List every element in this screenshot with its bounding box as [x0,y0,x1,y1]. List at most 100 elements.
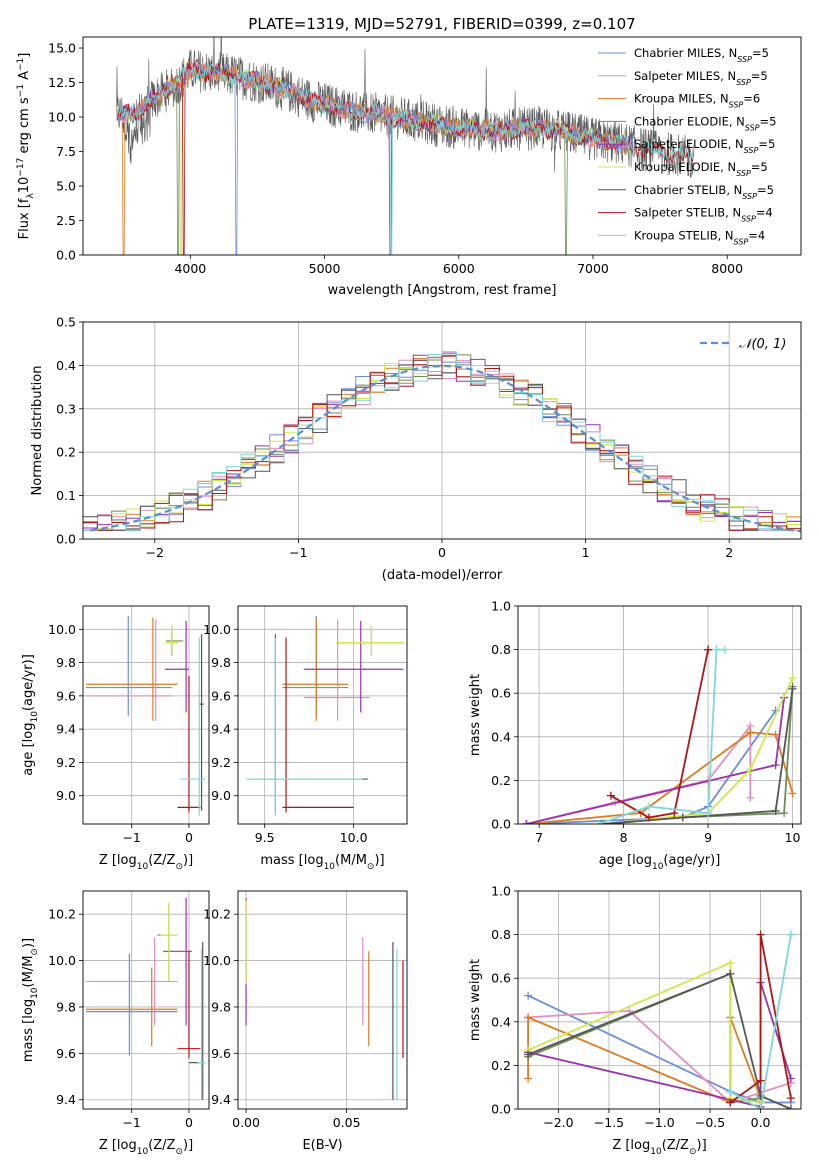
mass-vs-z-xlabel: Z [log [99,1138,137,1153]
weight-vs-age-ytick-label: 0.2 [491,773,511,788]
mass-vs-z-point-kroupa_elodie [160,902,178,982]
weight-vs-z-ytick-label: 0.0 [491,1102,511,1117]
spectrum-legend: Chabrier MILES, NSSP=5 Salpeter MILES, NS… [598,46,776,246]
age-vs-z-frame [82,605,210,825]
mass-vs-z-point-salpeter_stelib [177,951,201,1058]
weight-vs-age-ytick-label: 1.0 [491,599,511,614]
weight-vs-age-marker-salpeter_stelib [606,791,615,800]
weight-vs-z-marker-kroupa_stelib [726,1087,735,1096]
spectrum-line-kroupa_stelib [116,63,694,255]
mass-vs-z-points [85,897,205,1100]
weight-vs-age-xlabel: age [log [599,853,652,868]
spectrum-line-chabrier_elodie [116,62,634,255]
weight-vs-z-line-kroupa_stelib [729,934,792,1109]
weight-vs-z-ylabel: mass weight [468,959,483,1041]
weight-vs-z-marker-kroupa_stelib [786,930,795,939]
mass-vs-z-point-chabrier_miles [85,953,178,1056]
weight-vs-z-marker-kroupa_miles [524,1074,533,1083]
weight-vs-age-marker-kroupa_elodie [788,673,797,682]
weight-vs-z-line-chabrier_elodie [527,972,761,1104]
age-vs-z-points [85,615,205,816]
mass-vs-z-ytick-label: 9.4 [56,1092,76,1107]
weight-vs-age-marker-kroupa_stelib [712,645,721,654]
spectrum-ylabel-exp: −17 [16,158,26,177]
age-vs-mass-ytick-label: 9.2 [211,755,231,770]
age-vs-z-ytick-label: 9.2 [56,755,76,770]
weight-vs-age-xlabel: age [log10(age/yr)] [599,853,721,872]
residuals-xtick-label: 0 [438,545,446,560]
age-vs-z-point-kroupa_miles [85,617,178,721]
weight-vs-z-line-salpeter_stelib [729,934,792,1104]
spectrum-ytick-label: 12.5 [48,75,76,90]
weight-vs-z-xtick-label: 0.0 [751,1115,771,1130]
weight-vs-age-marker-chabrier_stelib [771,806,780,815]
spectrum-ylabel-rest: 10 [17,177,32,194]
age-vs-mass-point-kroupa_elodie [335,625,404,656]
weight-vs-age-marker-chabrier_stelib [788,684,797,693]
mass-vs-ebv-ytick-label: 10.0 [203,953,231,968]
age-vs-z-xlabel: Z [log10(Z/Z⊙)] [99,853,193,872]
weight-vs-age-marker-kroupa_elodie [746,765,755,774]
weight-vs-z-xlabel-sub: 10 [650,1147,662,1157]
weight-vs-age-marker-salpeter_stelib [644,813,653,822]
mass-vs-ebv-ytick-label: 9.4 [211,1092,231,1107]
weight-vs-age-ytick-label: 0.8 [491,642,511,657]
residual-hist-kroupa_stelib [83,351,801,531]
weight-vs-z-marker-kroupa_miles [524,1013,533,1022]
weight-vs-age-ytick-label: 0.6 [491,686,511,701]
weight-vs-z-marker-chabrier_miles [524,991,533,1000]
residuals-ytick-label: 0.1 [56,488,76,503]
age-vs-mass-ytick-label: 9.6 [211,688,231,703]
weight-vs-z-marker-chabrier_stelib [786,1105,795,1109]
age-vs-mass-point-chabrier_elodie [337,625,404,656]
mass-vs-z-ytick-label: 10.2 [48,907,76,922]
panel-weight-vs-z: −2.0 −1.5 −1.0 −0.5 0.0 0.0 0.2 0.4 0.6 0.8 1.0 Z [… [468,884,802,1157]
age-vs-z-xlabel-end: )] [183,853,193,868]
spectrum-ytick-label: 5.0 [56,179,76,194]
age-vs-mass-xlabel: mass [log [260,853,323,868]
age-vs-z-point-chabrier_miles [85,615,172,716]
weight-vs-age-line-chabrier_elodie [602,686,794,824]
weight-vs-age-marker-kroupa_stelib [594,820,603,824]
gaussian-legend-label: 𝒩(0, 1) [739,337,786,352]
spectrum-lines [116,37,694,255]
mass-vs-ebv-points [245,897,404,1100]
age-vs-z-ylabel-sub: 10 [30,711,40,723]
spectrum-title: PLATE=1319, MJD=52791, FIBERID=0399, z=0… [248,15,635,33]
age-vs-mass-ytick-label: 9.4 [211,722,231,737]
spectrum-xtick-label: 7000 [577,261,609,276]
spectrum-ytick-label: 10.0 [48,110,76,125]
weight-vs-z-marker-chabrier_stelib [524,1050,533,1059]
weight-vs-age-line-salpeter_stelib [610,649,709,819]
age-vs-mass-xtick-label: 9.5 [255,830,275,845]
weight-vs-z-marker-salpeter_stelib [726,1098,735,1107]
mass-vs-z-ylabel-end: )] [21,938,36,948]
age-vs-mass-xlabel: mass [log10(M/M⊙)] [260,853,384,872]
weight-vs-age-marker-salpeter_stelib [670,809,679,818]
spectrum-xtick-label: 8000 [711,261,743,276]
mass-vs-z-xtick-label: −1 [122,1115,140,1130]
mass-vs-z-ylabel-sub2: ⊙ [30,948,40,956]
legend-label-kroupa_miles: Kroupa MILES, NSSP=6 [634,92,760,110]
weight-vs-z-ytick-label: 0.4 [491,1014,511,1029]
mass-vs-ebv-grid [238,891,407,1109]
spectrum-xlabel: wavelength [Angstrom, rest frame] [328,283,557,298]
weight-vs-age-xtick-label: 10 [785,830,801,845]
residuals-xtick-label: −2 [146,545,164,560]
weight-vs-z-ytick-label: 0.6 [491,971,511,986]
age-vs-z-ytick-label: 9.0 [56,788,76,803]
age-vs-z-ylabel-rest: (age/yr)] [21,654,36,711]
age-vs-z-point-salpeter_miles [85,619,172,721]
age-vs-z-grid [83,606,209,824]
legend-label-chabrier_miles: Chabrier MILES, NSSP=5 [634,46,769,64]
residual-hist-salpeter_stelib [83,355,801,531]
panel-age-vs-mass: 9.5 10.0 9.0 9.2 9.4 9.6 9.8 10.0 mass [log10(M/… [203,605,408,872]
weight-vs-age-marker-kroupa_miles [771,730,780,739]
mass-vs-ebv-frame [237,890,408,1110]
weight-vs-age-marker-kroupa_stelib [720,645,729,654]
legend-label-chabrier_stelib: Chabrier STELIB, NSSP=5 [634,183,774,201]
weight-vs-age-xlabel-rest: (age/yr)] [663,853,720,868]
residuals-ytick-label: 0.2 [56,445,76,460]
weight-vs-z-marker-salpeter_stelib [756,1076,765,1085]
weight-vs-z-marker-salpeter_stelib [786,1094,795,1103]
